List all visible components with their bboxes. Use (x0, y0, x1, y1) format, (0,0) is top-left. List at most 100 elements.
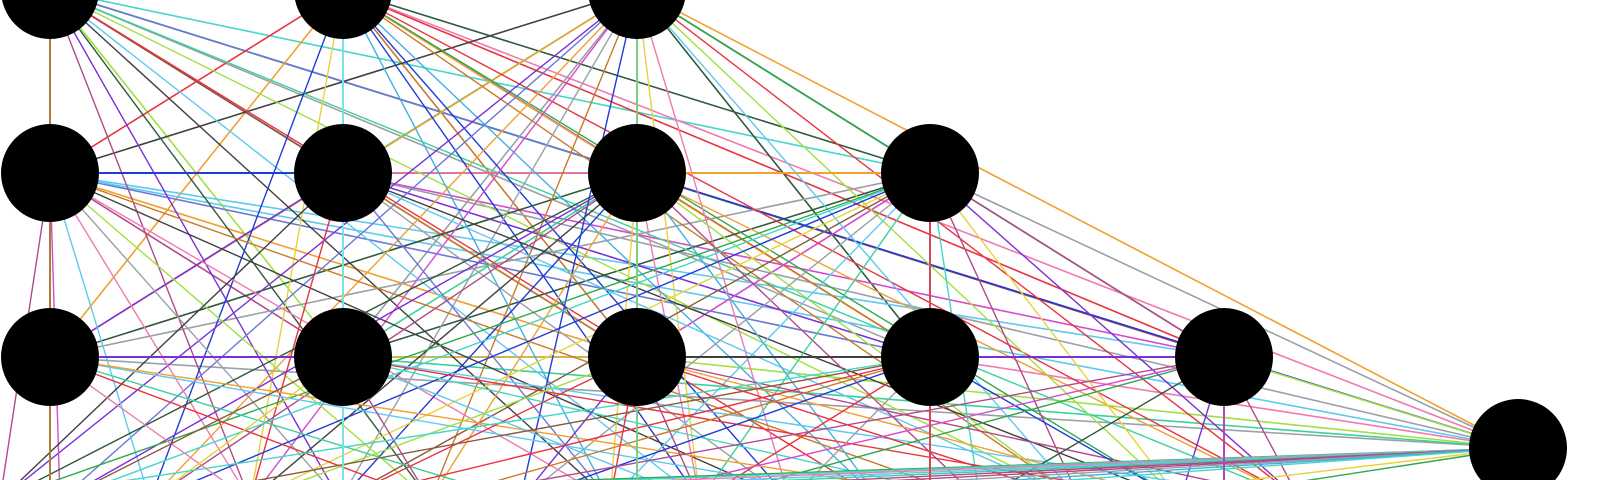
graph-edge (49, 356, 1519, 449)
graph-edge-offscreen (636, 356, 1211, 480)
graph-edge-offscreen (537, 356, 1225, 480)
graph-node-n1 (295, 0, 391, 39)
graph-edge-offscreen (1003, 447, 1519, 480)
graph-edge-offscreen (81, 0, 627, 480)
graph-edge-offscreen (342, 172, 1131, 480)
graph-edge-offscreen (49, 356, 457, 480)
graph-edge-offscreen (636, 356, 1107, 480)
graph-edge-offscreen (637, 0, 699, 480)
graph-node-n7 (1, 308, 99, 406)
graph-edge-offscreen (929, 172, 1166, 480)
graph-edge-offscreen (49, 172, 408, 480)
graph-edge-offscreen (98, 356, 344, 480)
graph-edge-offscreen (59, 0, 590, 480)
graph-node-n4 (294, 124, 392, 222)
graph-edge-offscreen (272, 172, 638, 480)
graph-edge-offscreen (195, 172, 931, 480)
graph-edge-offscreen (636, 172, 1055, 480)
graph-edge-offscreen (646, 0, 1160, 480)
graph-edge-offscreen (156, 0, 340, 480)
graph-edge-offscreen (347, 0, 601, 480)
graph-edge (49, 172, 931, 358)
graph-node-n0 (2, 0, 98, 39)
graph-edge (49, 172, 344, 358)
edge-layer (2, 0, 1519, 480)
graph-edge-offscreen (56, 0, 416, 480)
graph-edge-offscreen (178, 172, 638, 480)
graph-edge-offscreen (19, 172, 344, 480)
graph-edge-offscreen (929, 172, 1072, 480)
graph-edge (64, 0, 344, 174)
graph-edge-offscreen (49, 172, 239, 480)
graph-edge-offscreen (575, 356, 931, 480)
graph-node-n10 (881, 308, 979, 406)
node-layer (1, 0, 1567, 480)
graph-node-n9 (588, 308, 686, 406)
graph-edge-offscreen (357, 172, 638, 480)
graph-edge-offscreen (1305, 447, 1519, 480)
graph-node-n3 (1, 124, 99, 222)
graph-edge-offscreen (49, 172, 926, 480)
graph-edge-offscreen (53, 0, 243, 480)
graph-node-n12 (1469, 399, 1567, 480)
graph-edge-offscreen (523, 0, 636, 480)
graph-edge-offscreen (64, 0, 849, 480)
graph-edge-offscreen (289, 172, 931, 480)
graph-edge-offscreen (497, 356, 931, 480)
graph-edge-offscreen (644, 0, 1064, 480)
graph-node-n2 (589, 0, 685, 39)
graph-edge (654, 0, 1519, 449)
graph-edge-offscreen (49, 172, 145, 480)
graph-edge (636, 356, 1519, 449)
graph-edge-offscreen (419, 356, 931, 480)
graph-edge-offscreen (648, 0, 1276, 480)
graph-edge-offscreen (543, 172, 931, 480)
graph-edge-offscreen (350, 0, 774, 480)
graph-edge-offscreen (349, 0, 687, 480)
graph-edge-offscreen (255, 356, 931, 480)
graph-edge-offscreen (54, 0, 330, 480)
graph-edge (651, 0, 931, 174)
graph-edge (71, 0, 931, 358)
graph-node-n11 (1175, 308, 1273, 406)
graph-edge-offscreen (23, 0, 626, 480)
graph-edge-offscreen (636, 172, 961, 480)
graph-edge-offscreen (264, 0, 631, 480)
graph-edge-offscreen (54, 172, 931, 480)
graph-edge-offscreen (342, 356, 1171, 480)
graph-edge-offscreen (356, 0, 1053, 480)
graph-edge-offscreen (254, 172, 344, 480)
graph-edge-offscreen (929, 172, 1279, 480)
graph-edge-offscreen (342, 356, 1068, 480)
graph-edge-offscreen (111, 172, 931, 480)
graph-edge-offscreen (61, 0, 676, 480)
graph-edge-offscreen (628, 172, 931, 480)
graph-edge-offscreen (342, 172, 1037, 480)
graph-edge-offscreen (49, 172, 324, 480)
graph-edge-offscreen (636, 356, 1021, 480)
graph-edge-offscreen (636, 172, 867, 480)
graph-edge-offscreen (49, 172, 747, 480)
graph-edge-offscreen (946, 447, 1519, 480)
graph-edge-offscreen (342, 356, 652, 480)
graph-edge-offscreen (441, 172, 638, 480)
graph-edge-offscreen (342, 172, 764, 480)
graph-edge (94, 0, 931, 174)
graph-edge-offscreen (890, 447, 1519, 480)
graph-node-n6 (881, 124, 979, 222)
graph-edge-offscreen (379, 356, 638, 480)
graph-node-n8 (294, 308, 392, 406)
graph-edge (929, 172, 1225, 358)
graph-edge-offscreen (125, 356, 931, 480)
graph-edge-offscreen (1242, 447, 1519, 480)
graph-edge-offscreen (168, 0, 629, 480)
graph-edge-offscreen (302, 356, 638, 480)
graph-edge-offscreen (68, 0, 1042, 480)
graph-edge-offscreen (352, 0, 860, 480)
graph-node-n5 (588, 124, 686, 222)
graph-edge-offscreen (360, 0, 1264, 480)
graph-edge-offscreen (72, 0, 1253, 480)
graph-edge (49, 0, 329, 174)
graph-edge-offscreen (833, 447, 1519, 480)
